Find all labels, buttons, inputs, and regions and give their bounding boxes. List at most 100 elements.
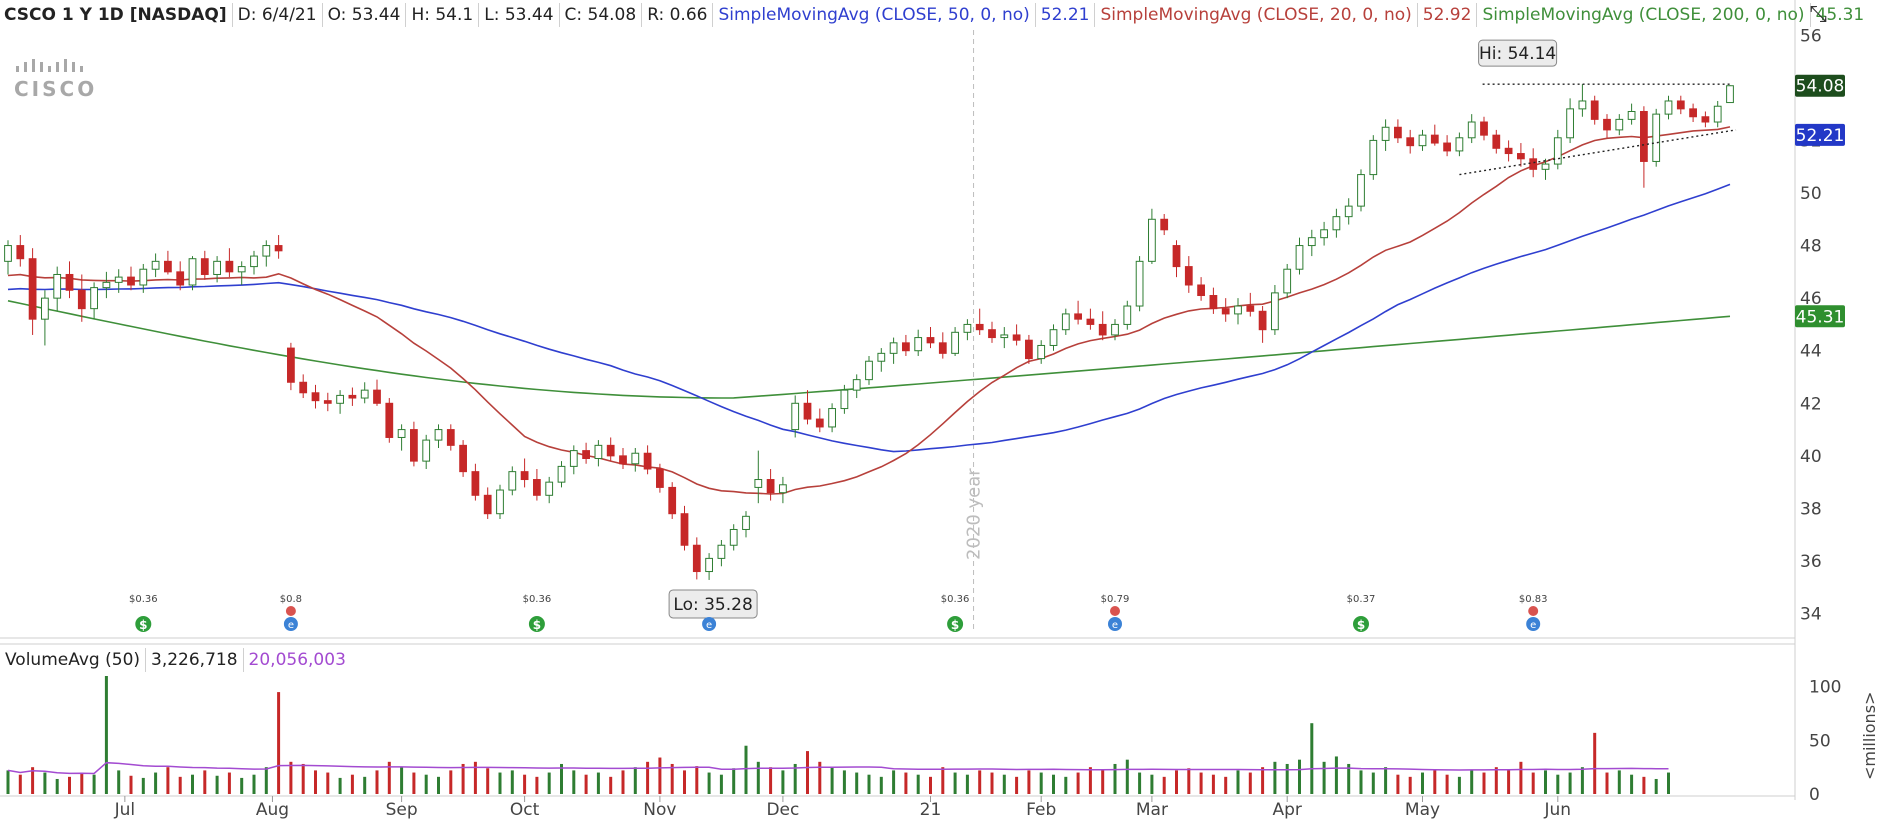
- candle-body[interactable]: [754, 479, 763, 488]
- candle-body[interactable]: [1295, 245, 1304, 270]
- candle-body[interactable]: [914, 337, 923, 352]
- volume-bar[interactable]: [1125, 759, 1129, 794]
- candle-body[interactable]: [127, 276, 135, 286]
- volume-bar[interactable]: [990, 772, 994, 794]
- sma50-legend[interactable]: SimpleMovingAvg (CLOSE, 50, 0, no): [713, 3, 1036, 27]
- volume-bar[interactable]: [867, 774, 871, 794]
- candle-body[interactable]: [1541, 163, 1550, 170]
- candle-body[interactable]: [828, 408, 836, 428]
- volume-bar[interactable]: [43, 772, 47, 794]
- volume-bar[interactable]: [818, 761, 822, 794]
- candle-body[interactable]: [28, 258, 37, 320]
- candle-body[interactable]: [1037, 344, 1046, 360]
- candle-body[interactable]: [200, 258, 209, 275]
- candle-body[interactable]: [545, 481, 554, 496]
- volume-bar[interactable]: [18, 774, 22, 794]
- candle-body[interactable]: [1689, 108, 1697, 118]
- candle-body[interactable]: [151, 260, 160, 270]
- candle-body[interactable]: [631, 452, 640, 465]
- volume-bar[interactable]: [1642, 776, 1646, 794]
- candle-body[interactable]: [1713, 105, 1722, 123]
- earnings-alert-icon[interactable]: [1528, 606, 1539, 616]
- candle-body[interactable]: [1443, 142, 1451, 152]
- candle-body[interactable]: [237, 266, 246, 273]
- volume-bar[interactable]: [633, 767, 637, 794]
- volume-bar[interactable]: [670, 763, 674, 794]
- volume-bar[interactable]: [756, 761, 760, 794]
- candle-body[interactable]: [779, 484, 787, 494]
- candle-body[interactable]: [360, 389, 369, 399]
- candle-body[interactable]: [803, 402, 812, 420]
- candle-body[interactable]: [1553, 137, 1562, 165]
- earnings-icon[interactable]: [1108, 617, 1122, 631]
- volume-bar[interactable]: [1199, 772, 1203, 794]
- candle-body[interactable]: [1135, 260, 1144, 307]
- candle-body[interactable]: [840, 389, 849, 410]
- candle-body[interactable]: [1566, 108, 1574, 139]
- candle-body[interactable]: [1283, 268, 1292, 294]
- volume-bar[interactable]: [1113, 763, 1117, 794]
- volume-bar[interactable]: [178, 776, 182, 794]
- candle-body[interactable]: [680, 513, 689, 546]
- candle-body[interactable]: [1234, 305, 1242, 315]
- candle-body[interactable]: [299, 381, 308, 394]
- candle-body[interactable]: [225, 260, 234, 273]
- candle-body[interactable]: [1184, 266, 1193, 286]
- volume-bar[interactable]: [793, 763, 797, 794]
- candle-body[interactable]: [434, 429, 443, 441]
- volume-bar[interactable]: [1138, 772, 1142, 794]
- volume-bar[interactable]: [424, 774, 428, 794]
- volume-bar[interactable]: [461, 763, 465, 794]
- volume-bar[interactable]: [289, 761, 293, 794]
- volume-bar[interactable]: [621, 770, 625, 794]
- volume-bar[interactable]: [1605, 772, 1609, 794]
- candle-body[interactable]: [348, 394, 357, 399]
- volume-bar[interactable]: [1273, 761, 1277, 794]
- volume-bar[interactable]: [1101, 770, 1105, 794]
- volume-bar[interactable]: [744, 745, 748, 794]
- volume-bar[interactable]: [1433, 770, 1437, 794]
- candle-body[interactable]: [1652, 113, 1661, 162]
- volume-bar[interactable]: [941, 767, 945, 794]
- volume-bar[interactable]: [1027, 770, 1031, 794]
- earnings-icon[interactable]: [702, 617, 717, 631]
- volume-bar[interactable]: [437, 776, 440, 794]
- volume-bar[interactable]: [1457, 776, 1461, 794]
- volume-bar[interactable]: [252, 774, 256, 794]
- volume-bar[interactable]: [301, 763, 305, 794]
- candle-body[interactable]: [397, 429, 406, 438]
- volume-bar[interactable]: [191, 774, 194, 794]
- candle-body[interactable]: [852, 379, 861, 391]
- candle-body[interactable]: [729, 528, 738, 546]
- volume-bar[interactable]: [1039, 772, 1043, 794]
- volume-bar[interactable]: [314, 770, 317, 794]
- dividend-icon[interactable]: [1353, 616, 1369, 632]
- candle-body[interactable]: [1578, 100, 1587, 110]
- candle-body[interactable]: [1246, 305, 1255, 312]
- candle-body[interactable]: [938, 342, 947, 354]
- volume-bar[interactable]: [1371, 772, 1375, 794]
- volume-bar[interactable]: [1052, 774, 1055, 794]
- volume-bar[interactable]: [1211, 774, 1215, 794]
- volume-bar[interactable]: [1482, 772, 1486, 794]
- volume-bar[interactable]: [68, 776, 71, 794]
- volume-bar[interactable]: [609, 776, 613, 794]
- volume-bar[interactable]: [55, 778, 59, 794]
- candle-body[interactable]: [422, 439, 431, 462]
- candle-body[interactable]: [643, 452, 652, 470]
- candle-body[interactable]: [1049, 329, 1058, 346]
- volume-bar[interactable]: [646, 761, 650, 794]
- candle-body[interactable]: [1467, 121, 1476, 139]
- volume-bar[interactable]: [1507, 770, 1511, 794]
- volume-bar[interactable]: [1445, 774, 1449, 794]
- candle-body[interactable]: [164, 260, 172, 273]
- candle-body[interactable]: [1209, 295, 1218, 310]
- volume-bar[interactable]: [683, 770, 686, 794]
- candle-body[interactable]: [1123, 305, 1132, 325]
- volume-bar[interactable]: [227, 772, 231, 794]
- candle-body[interactable]: [1603, 118, 1611, 131]
- volume-bar[interactable]: [350, 774, 354, 794]
- volume-bar[interactable]: [547, 772, 551, 794]
- candle-body[interactable]: [385, 402, 394, 438]
- volume-bar[interactable]: [1568, 772, 1572, 794]
